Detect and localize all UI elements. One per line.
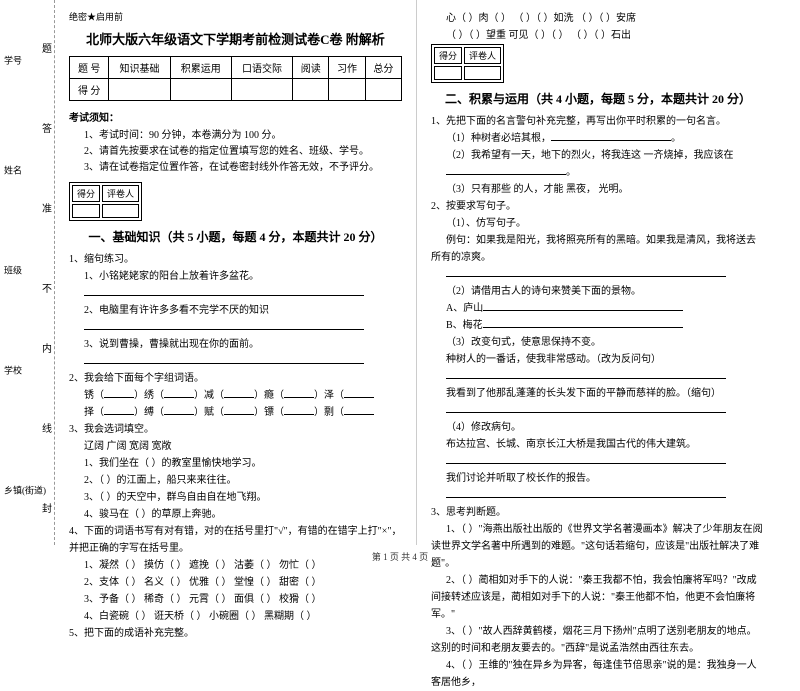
seal-char: 封 xyxy=(42,500,52,515)
q-item: 4、（ ）王维的"独在异乡为异客，每逢佳节倍思亲"说的是：我独身一人客居他乡， xyxy=(431,657,765,691)
score-table: 题 号 知识基础 积累运用 口语交际 阅读 习作 总分 得 分 xyxy=(69,56,402,101)
question-block: 心（ ）肉（ ） （ ）（ ）如洗 （ ）（ ）安席 （ ）（ ）望重 可见（ … xyxy=(431,10,765,44)
seal-char: 不 xyxy=(42,280,52,295)
q-item: 3、（ ）"故人西辞黄鹤楼，烟花三月下扬州"点明了送别老朋友的地点。这别的时间和… xyxy=(431,623,765,657)
q-item: 2、支体（ ） 名义（ ） 优雅（ ） 堂惶（ ） 甜密（ ） xyxy=(69,574,402,591)
q-item: （2）我希望有一天，地下的烈火，将我连这 一齐烧掉，我应该在 xyxy=(431,147,765,164)
q-item: 我们讨论并听取了校长作的报告。 xyxy=(431,470,765,487)
q-item: 3、（ ）的天空中，群鸟自由自在地飞翔。 xyxy=(69,489,402,506)
q-item: 1、小铭姥姥家的阳台上放着许多盆花。 xyxy=(69,268,402,285)
q-item: 4、白瓷碗（ ） 诳天桥（ ） 小碗圈（ ） 黑糊期（ ） xyxy=(69,608,402,625)
seal-char: 题 xyxy=(42,40,52,55)
q-item: 我看到了他那乱蓬蓬的长头发下面的平静而慈祥的脸。（缩句） xyxy=(431,385,765,402)
q-item: 例句：如果我是阳光，我将照亮所有的黑暗。如果我是清风，我将送去所有的凉爽。 xyxy=(431,232,765,266)
bind-label: 姓名 xyxy=(4,164,22,177)
column-left: 绝密★启用前 北师大版六年级语文下学期考前检测试卷C卷 附解析 题 号 知识基础… xyxy=(55,0,417,545)
sb-c1: 得分 xyxy=(72,185,100,202)
q-item: （ ）（ ）望重 可见（ ）（ ） （ ）（ ）石出 xyxy=(431,27,765,44)
notice-item: 1、考试时间：90 分钟，本卷满分为 100 分。 xyxy=(69,128,402,144)
q-item: 种树人的一番话，使我非常感动。（改为反问句） xyxy=(431,351,765,368)
th: 题 号 xyxy=(70,57,109,79)
question-block: 1、缩句练习。 1、小铭姥姥家的阳台上放着许多盆花。 2、电脑里有许许多多看不完… xyxy=(69,251,402,642)
th: 习作 xyxy=(329,57,365,79)
bind-label: 班级 xyxy=(4,264,22,277)
q-item: 布达拉宫、长城、南京长江大桥是我国古代的伟大建筑。 xyxy=(431,436,765,453)
notice-list: 1、考试时间：90 分钟，本卷满分为 100 分。 2、请首先按要求在试卷的指定… xyxy=(69,128,402,176)
q-item: 3、说到曹操，曹操就出现在你的面前。 xyxy=(69,336,402,353)
q-item: 4、骏马在（ ）的草原上奔驰。 xyxy=(69,506,402,523)
q-item: 2、（ ）蔺相如对手下的人说："秦王我都不怕，我会怕廉将军吗？"改成间接转述应该… xyxy=(431,572,765,623)
q-item: 1、（ ）"海燕出版社出版的《世界文学名著漫画本》解决了少年朋友在阅读世界文学名… xyxy=(431,521,765,572)
th: 知识基础 xyxy=(109,57,170,79)
q-stem: 3、我会选词填空。 xyxy=(69,421,402,438)
paper-title: 北师大版六年级语文下学期考前检测试卷C卷 附解析 xyxy=(69,29,402,48)
bind-label: 学校 xyxy=(4,364,22,377)
bind-label: 乡镇(街道) xyxy=(4,484,46,497)
notice-title: 考试须知： xyxy=(69,109,402,124)
q-item: 1、我们坐在（ ）的教室里愉快地学习。 xyxy=(69,455,402,472)
q-stem: 1、缩句练习。 xyxy=(69,251,402,268)
q-item: （4）修改病句。 xyxy=(431,419,765,436)
q-item: （1）种树者必培其根，。 xyxy=(431,130,765,147)
q-item: 2、电脑里有许许多多看不完学不厌的知识 xyxy=(69,302,402,319)
q-item: （1）、仿写句子。 xyxy=(431,215,765,232)
section1-title: 一、基础知识（共 5 小题，每题 4 分，本题共计 20 分） xyxy=(69,228,402,245)
q-item: B、梅花 xyxy=(431,317,765,334)
q-stem: 5、把下面的成语补充完整。 xyxy=(69,625,402,642)
q-row: 择（）缚（）赋（）镖（）剽（ xyxy=(69,404,402,421)
q-stem: 2、我会给下面每个字组词语。 xyxy=(69,370,402,387)
td: 得 分 xyxy=(70,79,109,101)
seal-char: 内 xyxy=(42,340,52,355)
word-bank: 辽阔 广阔 宽阔 宽敞 xyxy=(69,438,402,455)
q-stem: 1、先把下面的名言警句补充完整，再写出你平时积累的一句名言。 xyxy=(431,113,765,130)
th: 积累运用 xyxy=(170,57,231,79)
q-item: （3）只有那些 的人，才能 黑夜， 光明。 xyxy=(431,181,765,198)
notice-item: 3、请在试卷指定位置作答，在试卷密封线外作答无效，不予评分。 xyxy=(69,160,402,176)
q-item: （2）请借用古人的诗句来赞美下面的景物。 xyxy=(431,283,765,300)
q-item: 心（ ）肉（ ） （ ）（ ）如洗 （ ）（ ）安席 xyxy=(431,10,765,27)
q-item: 2、（ ）的江面上，船只来来往往。 xyxy=(69,472,402,489)
question-block: 1、先把下面的名言警句补充完整，再写出你平时积累的一句名言。 （1）种树者必培其… xyxy=(431,113,765,691)
section2-title: 二、积累与运用（共 4 小题，每题 5 分，本题共计 20 分） xyxy=(431,90,765,107)
seal-char: 准 xyxy=(42,200,52,215)
sb-c1: 得分 xyxy=(434,47,462,64)
notice-item: 2、请首先按要求在试卷的指定位置填写您的姓名、班级、学号。 xyxy=(69,144,402,160)
th: 阅读 xyxy=(293,57,329,79)
bind-label: 学号 xyxy=(4,54,22,67)
secret-label: 绝密★启用前 xyxy=(69,10,402,23)
th: 总分 xyxy=(365,57,401,79)
seal-char: 线 xyxy=(42,420,52,435)
column-right: 心（ ）肉（ ） （ ）（ ）如洗 （ ）（ ）安席 （ ）（ ）望重 可见（ … xyxy=(417,0,779,545)
binding-margin: 学号 姓名 班级 学校 乡镇(街道) 题 答 准 不 内 线 封 xyxy=(0,0,55,545)
q-stem: 3、思考判断题。 xyxy=(431,504,765,521)
mini-score-box: 得分评卷人 xyxy=(69,182,142,221)
sb-c2: 评卷人 xyxy=(102,185,139,202)
mini-score-box: 得分评卷人 xyxy=(431,44,504,83)
th: 口语交际 xyxy=(231,57,292,79)
page-footer: 第 1 页 共 4 页 xyxy=(0,550,800,563)
q-item: （3）改变句式，使意思保持不变。 xyxy=(431,334,765,351)
q-item: A、庐山 xyxy=(431,300,765,317)
q-item: 3、予备（ ） 稀奇（ ） 元霄（ ） 面俱（ ） 校猾（ ） xyxy=(69,591,402,608)
sb-c2: 评卷人 xyxy=(464,47,501,64)
q-stem: 2、按要求写句子。 xyxy=(431,198,765,215)
seal-char: 答 xyxy=(42,120,52,135)
q-row: 锈（）绣（）减（）瘾（）泽（ xyxy=(69,387,402,404)
